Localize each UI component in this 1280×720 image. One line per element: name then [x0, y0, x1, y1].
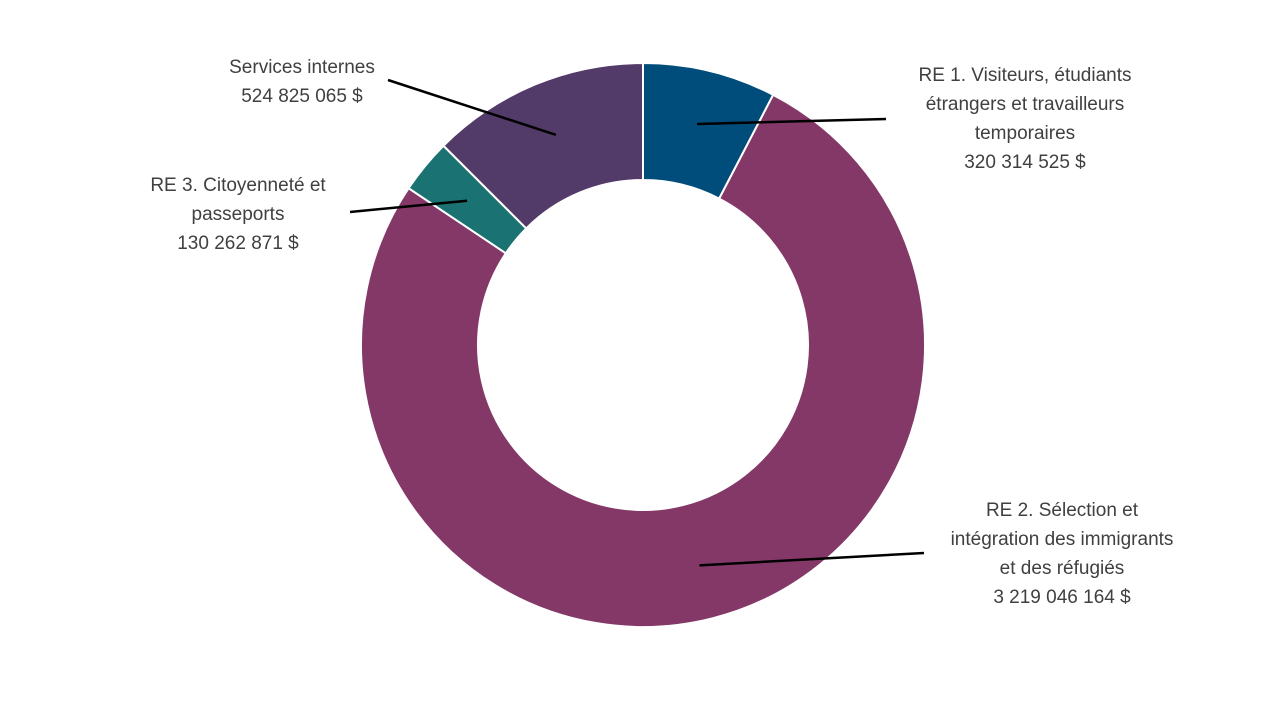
- leader-line-services-internes: [387, 78, 557, 137]
- slice-label-line: Services internes: [229, 57, 375, 78]
- slice-value-label: 320 314 525 $: [964, 152, 1086, 173]
- leader-line-re2: [699, 551, 925, 567]
- slice-label-line: RE 1. Visiteurs, étudiants: [918, 65, 1132, 86]
- slice-label-re2: RE 2. Sélection et intégration des immig…: [951, 496, 1174, 612]
- slice-label-re1: RE 1. Visiteurs, étudiants étrangers et …: [919, 61, 1132, 177]
- slice-label-line: étrangers et travailleurs: [925, 94, 1125, 115]
- leader-line-re1: [697, 117, 887, 126]
- slice-value-label: 130 262 871 $: [177, 233, 299, 254]
- slice-label-line: RE 2. Sélection et: [985, 500, 1139, 521]
- slice-re2: [360, 93, 926, 628]
- slice-label-line: temporaires: [974, 123, 1076, 144]
- slice-label-services-internes: Services internes 524 825 065 $: [229, 53, 375, 111]
- slice-label-line: RE 3. Citoyenneté et: [150, 175, 326, 196]
- slice-services-internes: [442, 61, 644, 230]
- slice-value-label: 524 825 065 $: [241, 86, 363, 107]
- slice-label-line: passeports: [191, 204, 285, 225]
- slice-label-line: et des réfugiés: [999, 558, 1125, 579]
- leader-line-re3: [349, 199, 468, 214]
- slice-value-label: 3 219 046 164 $: [993, 587, 1131, 608]
- slice-label-re3: RE 3. Citoyenneté et passeports 130 262 …: [150, 171, 325, 258]
- slice-label-line: intégration des immigrants: [950, 529, 1174, 550]
